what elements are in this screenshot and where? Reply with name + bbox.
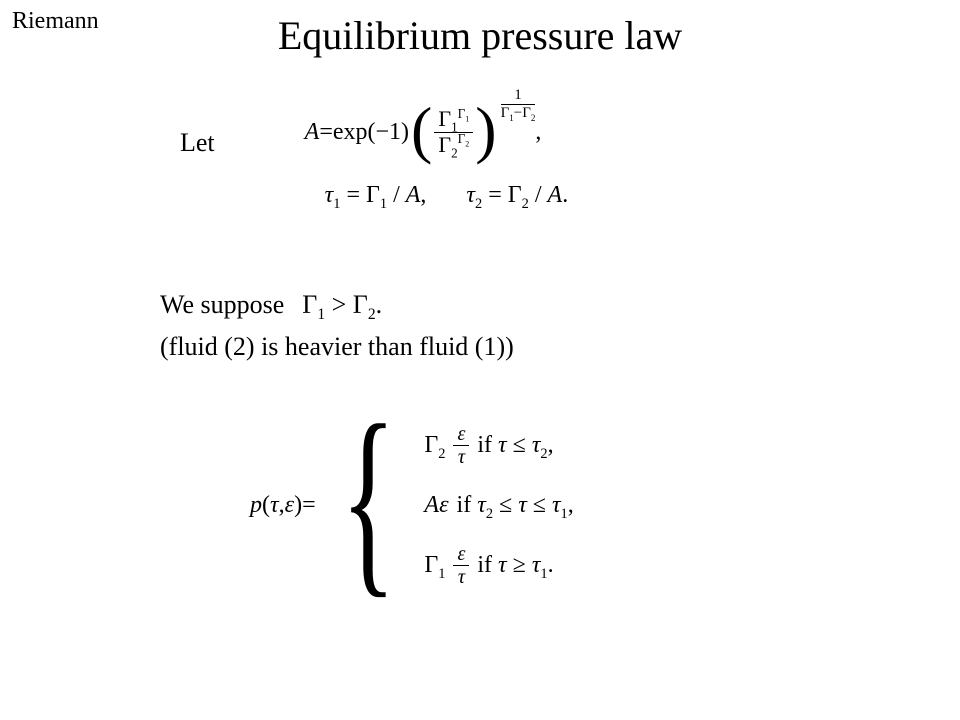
case2-expr: Aε bbox=[424, 492, 448, 519]
case1-cond: if τ ≤ τ2, bbox=[477, 432, 553, 459]
case-3: Γ1 ε τ if τ ≥ τ1. bbox=[424, 543, 573, 588]
rparen-icon: ) bbox=[475, 98, 496, 162]
suppose-block: We suppose Γ1 > Γ2. (fluid (2) is heavie… bbox=[160, 290, 514, 362]
outer-exponent: 1 Γ1−Γ2 bbox=[501, 87, 536, 122]
piecewise-definition: p(τ,ε) = { Γ2 ε τ if τ ≤ τ2, Aε if τ2 ≤ … bbox=[250, 410, 574, 600]
trailing-comma: , bbox=[535, 119, 541, 146]
exp-den: Γ1−Γ2 bbox=[501, 105, 536, 122]
den-gamma: Γ bbox=[438, 132, 451, 157]
suppose-label: We suppose bbox=[160, 290, 284, 320]
suppose-inequality: Γ1 > Γ2. bbox=[302, 290, 382, 320]
page-title: Equilibrium pressure law bbox=[278, 12, 682, 59]
lparen-icon: ( bbox=[411, 98, 432, 162]
case3-coef: Γ1 bbox=[424, 552, 445, 579]
sym-eq: = bbox=[302, 492, 316, 519]
eq-tau-definitions: τ1 = Γ1 / A, τ2 = Γ2 / A. bbox=[325, 182, 569, 209]
p-lhs: p(τ,ε) bbox=[250, 492, 302, 519]
sym-eq: = bbox=[319, 119, 333, 146]
tau2-def: τ2 = Γ2 / A. bbox=[466, 182, 568, 209]
gamma-ratio: Γ1Γ1 Γ2Γ2 bbox=[434, 107, 473, 156]
case3-cond: if τ ≥ τ1. bbox=[477, 552, 553, 579]
den-sup: Γ2 bbox=[458, 131, 470, 146]
case1-frac: ε τ bbox=[453, 423, 469, 468]
case1-coef: Γ2 bbox=[424, 432, 445, 459]
case-1: Γ2 ε τ if τ ≤ τ2, bbox=[424, 423, 573, 468]
exp-neg1: exp(−1) bbox=[333, 119, 409, 146]
let-label: Let bbox=[180, 128, 215, 158]
cases: Γ2 ε τ if τ ≤ τ2, Aε if τ2 ≤ τ ≤ τ1, Γ1 … bbox=[424, 423, 573, 588]
case2-cond: if τ2 ≤ τ ≤ τ1, bbox=[457, 492, 574, 519]
num-sup: Γ1 bbox=[458, 106, 470, 121]
heavier-note: (fluid (2) is heavier than fluid (1)) bbox=[160, 332, 514, 362]
case3-frac: ε τ bbox=[453, 543, 469, 588]
suppose-row: We suppose Γ1 > Γ2. bbox=[160, 290, 514, 320]
left-brace-icon: { bbox=[340, 404, 395, 594]
definition-block: A = exp(−1) ( Γ1Γ1 Γ2Γ2 ) 1 Γ1−Γ2 bbox=[305, 100, 569, 209]
let-row: Let A = exp(−1) ( Γ1Γ1 Γ2Γ2 ) 1 Γ1−Γ2 bbox=[180, 100, 568, 209]
corner-label: Riemann bbox=[12, 8, 99, 35]
exp-num: 1 bbox=[514, 87, 522, 104]
eq-A-definition: A = exp(−1) ( Γ1Γ1 Γ2Γ2 ) 1 Γ1−Γ2 bbox=[305, 100, 569, 164]
sym-A: A bbox=[305, 119, 320, 146]
den-sub: 2 bbox=[451, 145, 458, 160]
tau1-def: τ1 = Γ1 / A, bbox=[325, 182, 427, 209]
case-2: Aε if τ2 ≤ τ ≤ τ1, bbox=[424, 492, 573, 519]
num-gamma: Γ bbox=[438, 106, 451, 131]
